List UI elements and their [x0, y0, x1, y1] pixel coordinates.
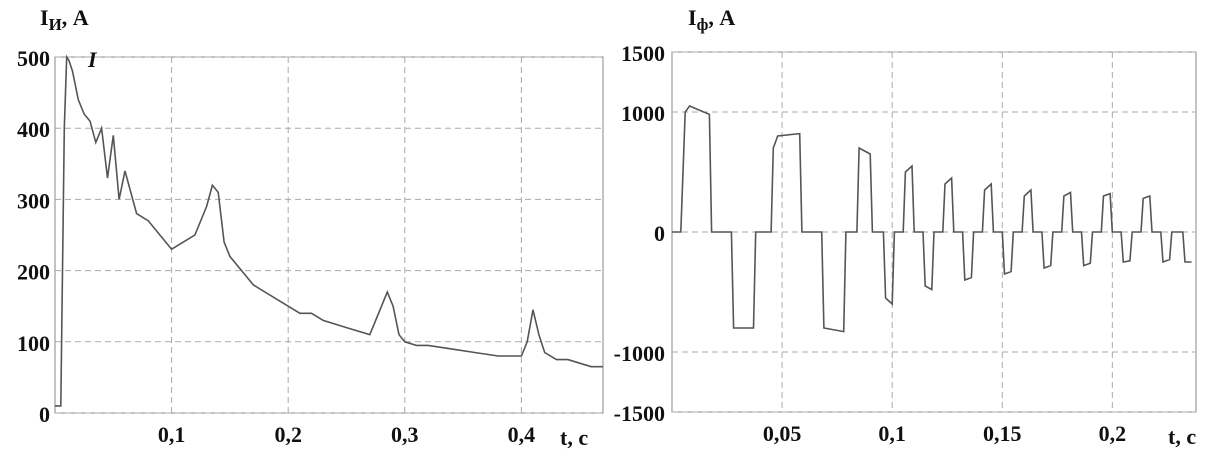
annotation: I: [87, 47, 98, 72]
y-axis-label: Iф, A: [688, 5, 735, 34]
y-axis-label: IИ, A: [40, 5, 89, 34]
y-tick-label: 1500: [621, 41, 665, 66]
signal-line: [672, 105, 1192, 333]
y-tick-label: 0: [39, 402, 50, 427]
y-tick-label: 1000: [621, 101, 665, 126]
x-axis-label: t, c: [1168, 424, 1196, 449]
x-tick-label: 0,1: [878, 421, 906, 446]
y-label-sub: И: [49, 15, 62, 34]
y-label-main: I: [688, 5, 697, 30]
x-tick-label: 0,05: [763, 421, 802, 446]
x-tick-label: 0,3: [391, 422, 419, 447]
y-tick-label: -1500: [614, 401, 665, 426]
y-label-unit: , A: [62, 5, 89, 30]
y-label-sub: ф: [697, 15, 709, 34]
y-tick-label: 100: [17, 331, 50, 356]
x-tick-label: 0,15: [983, 421, 1022, 446]
plot-frame: [54, 56, 604, 414]
x-axis-label: t, c: [560, 425, 588, 450]
y-label-unit: , A: [708, 5, 735, 30]
signal-line: [55, 54, 603, 407]
x-tick-label: 0,1: [158, 422, 186, 447]
x-tick-label: 0,4: [508, 422, 536, 447]
y-tick-label: 500: [17, 46, 50, 71]
y-tick-label: 200: [17, 260, 50, 285]
y-tick-label: 300: [17, 188, 50, 213]
y-tick-label: -1000: [614, 341, 665, 366]
y-label-main: I: [40, 5, 49, 30]
y-tick-label: 400: [17, 117, 50, 142]
x-tick-label: 0,2: [1099, 421, 1127, 446]
x-tick-label: 0,2: [274, 422, 302, 447]
y-tick-label: 0: [654, 221, 665, 246]
